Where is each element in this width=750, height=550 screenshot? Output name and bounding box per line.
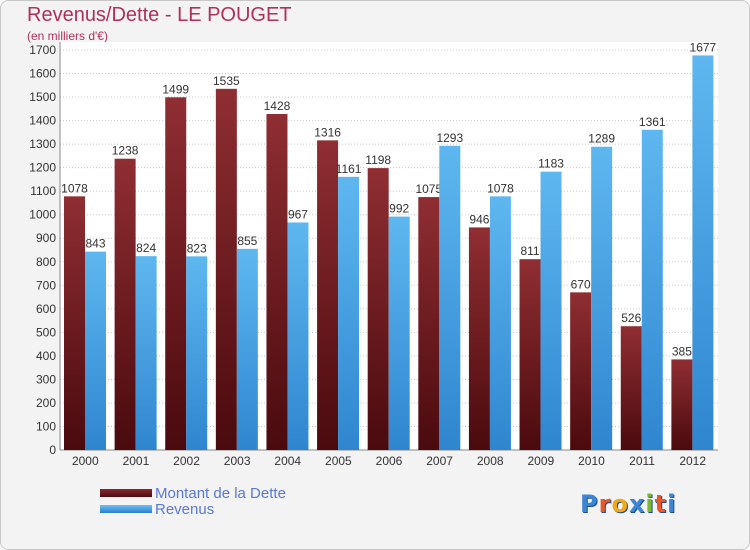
y-tick-label: 100 (36, 419, 56, 433)
y-tick-label: 400 (36, 349, 56, 363)
bar-revenus (692, 55, 714, 450)
bar-revenus (591, 146, 613, 451)
y-tick-label: 1500 (29, 90, 56, 104)
data-label-revenus: 855 (237, 234, 257, 248)
bar-revenus (287, 222, 309, 450)
data-label-revenus: 843 (85, 237, 105, 251)
bar-revenus (338, 176, 360, 450)
data-label-dette: 1316 (314, 125, 341, 139)
data-label-revenus: 1161 (336, 162, 362, 176)
y-tick-label: 1700 (29, 43, 56, 57)
bar-dette (317, 140, 339, 450)
x-tick-label: 2001 (123, 454, 150, 468)
bar-dette (570, 292, 592, 450)
data-label-revenus: 1361 (639, 115, 666, 129)
bar-dette (165, 97, 187, 450)
y-tick-label: 800 (36, 255, 56, 269)
bar-dette (519, 259, 541, 450)
x-tick-label: 2008 (477, 454, 504, 468)
chart-subtitle: (en milliers d'€) (27, 29, 108, 43)
data-label-revenus: 992 (389, 202, 409, 216)
y-tick-label: 1000 (29, 208, 56, 222)
x-tick-label: 2011 (629, 454, 655, 468)
y-tick-label: 900 (36, 231, 56, 245)
y-tick-label: 1600 (29, 67, 56, 81)
x-tick-label: 2006 (376, 454, 403, 468)
data-label-revenus: 823 (187, 241, 207, 255)
bar-dette (418, 197, 440, 450)
bar-revenus (641, 129, 663, 450)
x-tick-label: 2012 (679, 454, 706, 468)
bar-revenus (186, 256, 208, 450)
legend-swatch-dette (100, 489, 152, 497)
data-label-dette: 670 (571, 277, 591, 291)
y-tick-label: 600 (36, 302, 56, 316)
bar-dette (215, 88, 237, 450)
bar-revenus (135, 256, 157, 450)
data-label-revenus: 824 (136, 241, 156, 255)
chart-title: Revenus/Dette - LE POUGET (27, 4, 292, 26)
bar-revenus (388, 216, 410, 450)
bar-dette (620, 326, 642, 450)
bar-revenus (85, 251, 106, 450)
y-tick-label: 700 (36, 278, 56, 292)
data-label-dette: 526 (621, 311, 641, 325)
x-tick-label: 2004 (274, 454, 301, 468)
data-label-dette: 1428 (264, 99, 291, 113)
proxiti-logo: Proxiti (580, 490, 677, 518)
bar-revenus (439, 145, 461, 450)
legend-label-revenus: Revenus (155, 501, 215, 518)
data-label-dette: 1075 (415, 182, 442, 196)
data-label-revenus: 1183 (538, 157, 564, 171)
data-label-revenus: 1078 (487, 181, 514, 195)
data-label-revenus: 967 (288, 207, 308, 221)
y-tick-label: 1300 (29, 137, 56, 151)
bar-revenus (489, 196, 511, 450)
x-tick-label: 2005 (325, 454, 352, 468)
legend-swatch-revenus (100, 505, 152, 513)
legend-label-dette: Montant de la Dette (155, 485, 286, 502)
bar-revenus (540, 171, 562, 450)
data-label-dette: 1238 (112, 144, 139, 158)
bar-revenus (236, 248, 258, 450)
data-label-revenus: 1293 (436, 131, 463, 145)
data-label-dette: 1535 (213, 74, 240, 88)
data-label-dette: 811 (520, 244, 539, 258)
data-label-dette: 1198 (365, 153, 391, 167)
data-label-revenus: 1677 (690, 40, 717, 54)
x-tick-label: 2009 (527, 454, 554, 468)
x-tick-label: 2000 (72, 454, 99, 468)
data-label-dette: 1499 (162, 82, 189, 96)
y-tick-label: 300 (36, 372, 56, 386)
y-tick-label: 500 (36, 325, 56, 339)
data-label-dette: 946 (469, 212, 489, 226)
bar-dette (468, 227, 490, 450)
y-tick-label: 0 (49, 443, 56, 457)
y-tick-label: 1400 (29, 114, 56, 128)
bar-dette (114, 158, 136, 451)
bar-dette (671, 359, 693, 450)
x-tick-label: 2010 (578, 454, 605, 468)
x-tick-label: 2007 (426, 454, 453, 468)
data-label-dette: 1078 (61, 181, 88, 195)
bar-dette (266, 114, 288, 450)
bar-dette (367, 168, 389, 450)
data-label-dette: 385 (672, 344, 692, 358)
bar-dette (64, 196, 85, 450)
y-tick-label: 1100 (30, 184, 56, 198)
y-tick-label: 200 (36, 396, 56, 410)
x-tick-label: 2002 (173, 454, 200, 468)
y-tick-label: 1200 (29, 161, 56, 175)
x-tick-label: 2003 (224, 454, 251, 468)
data-label-revenus: 1289 (588, 132, 615, 146)
